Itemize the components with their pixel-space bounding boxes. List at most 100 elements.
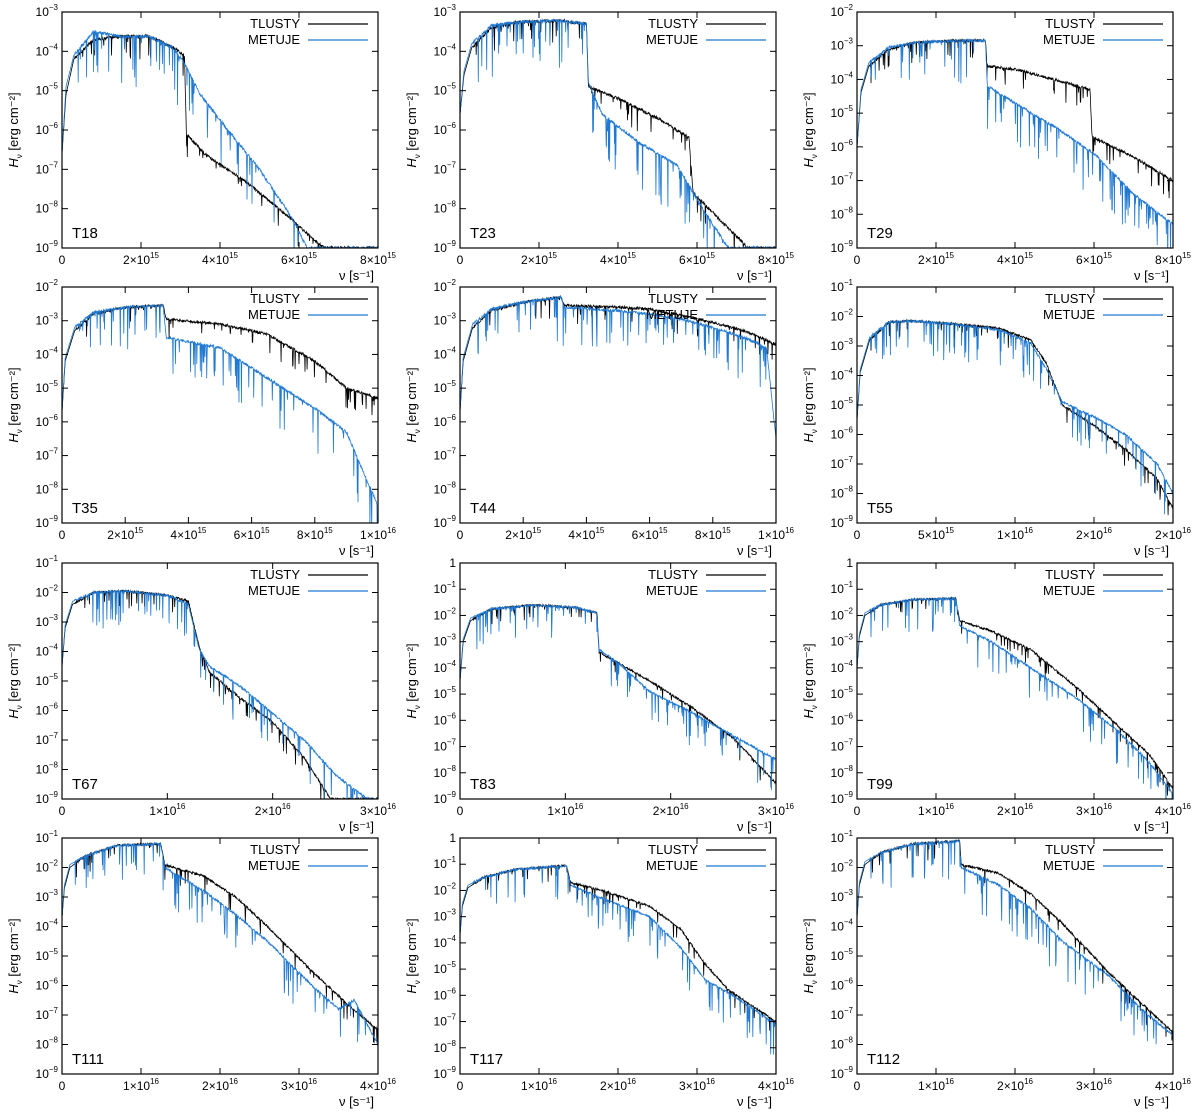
y-tick-label: 10−7	[434, 1013, 457, 1029]
legend-metuje-label: METUJE	[1043, 858, 1095, 873]
y-tick-label: 10−7	[831, 455, 854, 471]
y-tick-label: 10−5	[434, 379, 457, 395]
legend-tlusty-label: TLUSTY	[648, 842, 698, 857]
x-tick-label: 6×1015	[234, 526, 270, 542]
y-tick-label: 10−5	[36, 947, 59, 963]
plot-frame	[459, 562, 777, 800]
plot-frame	[856, 562, 1174, 800]
x-axis-title: ν [s⁻¹]	[737, 543, 772, 558]
y-tick-label: 10−6	[831, 711, 854, 727]
y-tick-label: 10−6	[434, 986, 457, 1002]
model-label: T99	[867, 776, 893, 793]
x-tick-label: 4×1016	[758, 1077, 794, 1093]
plot-frame	[61, 837, 379, 1075]
panel-t23: 10−9 10−8 10−7 10−6 10−5 10−4 10−3 0 2×1015 4×101…	[404, 3, 795, 283]
y-tick-label: 10−7	[831, 172, 854, 188]
x-tick-label: 3×1016	[1076, 1077, 1112, 1093]
y-tick-label: 10−3	[831, 633, 854, 649]
y-tick-label: 10−1	[434, 855, 457, 871]
y-tick-label: 10−4	[434, 934, 457, 950]
x-tick-label: 1×1016	[758, 526, 794, 542]
y-tick-label: 10−4	[831, 659, 854, 675]
x-tick-label: 2×1016	[255, 802, 291, 818]
model-label: T35	[72, 500, 98, 517]
x-tick-label: 4×1015	[568, 526, 604, 542]
y-tick-label: 10−2	[434, 278, 457, 294]
y-tick-label: 10−6	[434, 413, 457, 429]
series-metuje-line	[62, 303, 378, 523]
y-tick-label: 10−6	[434, 711, 457, 727]
y-tick-label: 10−2	[831, 308, 854, 324]
x-tick-label: 2×1015	[123, 251, 159, 267]
y-tick-label: 10−9	[434, 790, 457, 806]
y-axis-title: Hν [erg cm⁻²]	[801, 643, 819, 718]
y-tick-label: 10−9	[36, 239, 59, 255]
y-tick-label: 10−8	[36, 200, 59, 216]
y-tick-label: 10−3	[831, 37, 854, 53]
x-tick-label: 3×1016	[679, 1077, 715, 1093]
series-tlusty-line	[62, 841, 378, 1044]
x-tick-label: 8×1015	[695, 526, 731, 542]
y-tick-label: 10−5	[831, 947, 854, 963]
series-tlusty-line	[62, 33, 378, 248]
x-tick-label: 0	[457, 528, 464, 542]
y-tick-label: 10−6	[831, 977, 854, 993]
y-tick-label: 1	[846, 556, 853, 570]
y-tick-label: 10−4	[434, 345, 457, 361]
y-tick-label: 10−8	[434, 764, 457, 780]
y-tick-label: 10−9	[831, 239, 854, 255]
model-label: T112	[867, 1051, 900, 1068]
x-tick-label: 2×1016	[1155, 526, 1191, 542]
model-label: T23	[470, 225, 496, 242]
y-tick-label: 10−1	[831, 278, 854, 294]
y-tick-label: 10−8	[831, 205, 854, 221]
y-tick-label: 10−4	[36, 345, 59, 361]
y-axis-title: Hν [erg cm⁻²]	[404, 643, 422, 718]
series-metuje-line	[460, 863, 776, 1055]
x-tick-label: 5×1015	[918, 526, 954, 542]
x-tick-label: 3×1016	[1076, 802, 1112, 818]
x-tick-label: 2×1016	[997, 1077, 1033, 1093]
y-tick-label: 10−2	[36, 584, 59, 600]
y-tick-label: 10−3	[434, 633, 457, 649]
model-label: T44	[470, 500, 496, 517]
series-metuje-line	[460, 295, 776, 439]
x-tick-label: 3×1016	[281, 1077, 317, 1093]
y-tick-label: 10−6	[36, 702, 59, 718]
y-tick-label: 10−7	[36, 160, 59, 176]
y-tick-label: 10−9	[36, 1065, 59, 1081]
legend-metuje-label: METUJE	[1043, 32, 1095, 47]
y-tick-label: 10−8	[434, 480, 457, 496]
y-tick-label: 10−6	[831, 138, 854, 154]
model-label: T111	[72, 1051, 104, 1068]
y-tick-label: 10−5	[831, 104, 854, 120]
x-tick-label: 0	[457, 1079, 464, 1093]
model-label: T18	[72, 225, 98, 242]
model-label: T117	[470, 1051, 503, 1068]
x-tick-label: 6×1015	[281, 251, 317, 267]
y-tick-label: 10−1	[36, 829, 59, 845]
legend-tlusty-label: TLUSTY	[648, 291, 698, 306]
y-tick-label: 10−3	[36, 3, 59, 19]
plot-frame	[459, 837, 777, 1075]
y-tick-label: 10−7	[831, 738, 854, 754]
legend-metuje-label: METUJE	[248, 858, 300, 873]
y-tick-label: 10−4	[434, 42, 457, 58]
model-label: T55	[867, 500, 893, 517]
legend-tlusty-label: TLUSTY	[648, 567, 698, 582]
y-tick-label: 10−4	[36, 918, 59, 934]
legend-tlusty-label: TLUSTY	[250, 567, 300, 582]
x-axis-title: ν [s⁻¹]	[737, 1094, 772, 1109]
series-metuje-line	[857, 319, 1173, 515]
panel-t35: 10−9 10−8 10−7 10−6 10−5 10−4 10−3 10−2 0 2×1015 4…	[6, 278, 397, 558]
series-tlusty-line	[857, 838, 1173, 1041]
y-tick-label: 10−5	[434, 82, 457, 98]
x-tick-label: 6×1015	[632, 526, 668, 542]
y-tick-label: 10−2	[36, 278, 59, 294]
y-tick-label: 10−9	[831, 514, 854, 530]
y-tick-label: 10−9	[831, 1065, 854, 1081]
panel-t117: 10−9 10−8 10−7 10−6 10−5 10−4 10−3 10−2 10−1 1 0 1×…	[404, 831, 795, 1109]
x-axis-title: ν [s⁻¹]	[339, 543, 374, 558]
y-tick-label: 10−8	[36, 761, 59, 777]
model-label: T83	[470, 776, 496, 793]
